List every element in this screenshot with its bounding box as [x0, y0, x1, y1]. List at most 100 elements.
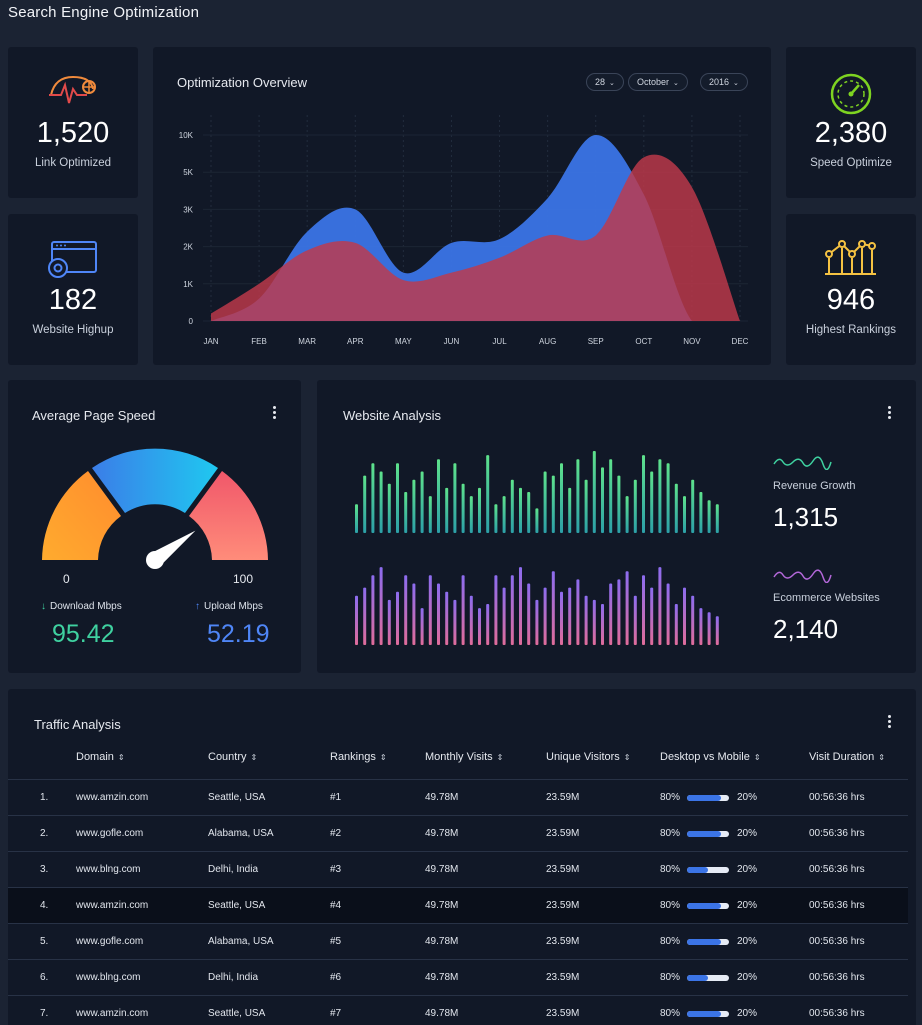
ecommerce-bar — [428, 575, 432, 645]
revenue-sparkline — [773, 456, 832, 470]
cell-rank: #6 — [330, 972, 342, 983]
ecommerce-label: Ecommerce Websites — [773, 592, 880, 604]
more-options-icon[interactable] — [269, 406, 279, 422]
stat-card-highest-rankings: 946 Highest Rankings — [786, 214, 916, 365]
cell-domain[interactable]: www.blng.com — [76, 864, 141, 875]
gauge-min-label: 0 — [63, 572, 70, 586]
cell-domain[interactable]: www.amzin.com — [76, 792, 149, 803]
cell-num: 1. — [40, 792, 49, 803]
column-header-domain[interactable]: Domain ⇕ — [76, 751, 125, 763]
desktop-mobile-bar — [687, 939, 729, 945]
column-header-monthly-visits[interactable]: Monthly Visits ⇕ — [425, 751, 503, 763]
overview-area-chart: 0 1K 2K 3K 5K 10K JAN FEB MAR APR MAY JUN JUL AUG SEP… — [179, 115, 749, 346]
revenue-bar — [560, 463, 563, 533]
cell-num: 5. — [40, 936, 49, 947]
cell-desktop: 80% — [660, 900, 681, 911]
more-options-icon[interactable] — [884, 406, 894, 422]
ecommerce-value: 2,140 — [773, 614, 839, 644]
table-row[interactable]: 1. www.amzin.com Seattle, USA #1 49.78M 23.59… — [8, 779, 908, 815]
cell-num: 3. — [40, 864, 49, 875]
ecommerce-bar — [576, 579, 580, 645]
cell-rank: #5 — [330, 936, 342, 947]
x-tick-label: DEC — [732, 337, 749, 346]
month-select[interactable]: October ⌄ — [628, 73, 688, 91]
day-select[interactable]: 28 ⌄ — [586, 73, 624, 91]
revenue-value: 1,315 — [773, 502, 839, 532]
y-tick-label: 1K — [183, 280, 193, 289]
browser-gear-icon — [46, 240, 100, 283]
revenue-bar — [461, 483, 465, 533]
stat-label: Highest Rankings — [805, 324, 897, 336]
column-header-visit-duration[interactable]: Visit Duration ⇕ — [809, 751, 885, 763]
ecommerce-bar — [592, 599, 596, 645]
table-row[interactable]: 4. www.amzin.com Seattle, USA #4 49.78M 23.59… — [8, 887, 908, 923]
ecommerce-bar — [469, 595, 473, 645]
column-header-country[interactable]: Country ⇕ — [208, 751, 257, 763]
stat-card-link-optimized: 1,520 Link Optimized — [8, 47, 138, 198]
ecommerce-bar — [445, 591, 449, 645]
sort-icon: ⇕ — [623, 753, 631, 762]
cell-domain[interactable]: www.gofle.com — [76, 936, 144, 947]
ecommerce-bar — [683, 587, 686, 645]
desktop-mobile-bar — [687, 1011, 729, 1017]
cell-unique: 23.59M — [546, 864, 580, 875]
cell-domain[interactable]: www.amzin.com — [76, 900, 149, 911]
cell-domain[interactable]: www.gofle.com — [76, 828, 144, 839]
table-row[interactable]: 6. www.blng.com Delhi, India #6 49.78M 23.59M… — [8, 959, 908, 995]
x-tick-label: OCT — [635, 337, 652, 346]
cell-desktop: 80% — [660, 828, 681, 839]
x-tick-label: JAN — [203, 337, 218, 346]
table-row[interactable]: 3. www.blng.com Delhi, India #3 49.78M 23.59M… — [8, 851, 908, 887]
cell-mobile: 20% — [737, 792, 758, 803]
revenue-label: Revenue Growth — [773, 480, 856, 492]
cell-country: Delhi, India — [208, 972, 259, 983]
y-tick-label: 3K — [183, 205, 193, 214]
revenue-bar — [355, 504, 358, 533]
stat-label: Link Optimized — [34, 157, 112, 169]
ecommerce-bar — [650, 587, 654, 645]
column-header-rankings[interactable]: Rankings ⇕ — [330, 751, 387, 763]
ecommerce-bar — [666, 583, 670, 645]
stat-card-speed-optimize: 2,380 Speed Optimize — [786, 47, 916, 198]
column-label: Country — [208, 751, 247, 763]
cell-domain[interactable]: www.amzin.com — [76, 1008, 149, 1019]
revenue-bar — [387, 483, 391, 533]
ecommerce-bar — [519, 567, 522, 645]
desktop-mobile-bar — [687, 903, 729, 909]
y-tick-label: 5K — [183, 168, 193, 177]
gauge-segment-low — [42, 471, 121, 560]
stat-value: 946 — [826, 284, 876, 316]
column-label: Desktop vs Mobile — [660, 751, 750, 763]
ecommerce-bar — [461, 575, 465, 645]
ecommerce-bar — [363, 587, 367, 645]
more-options-icon[interactable] — [884, 715, 894, 731]
revenue-bar — [617, 475, 621, 533]
column-header-desktop-vs-mobile[interactable]: Desktop vs Mobile ⇕ — [660, 751, 761, 763]
ecommerce-bar — [658, 567, 662, 645]
cell-num: 7. — [40, 1008, 49, 1019]
ecommerce-bar — [535, 599, 539, 645]
website-analysis-bars — [355, 451, 719, 645]
ecommerce-bar — [502, 587, 506, 645]
ecommerce-bar — [633, 595, 637, 645]
cell-mobile: 20% — [737, 972, 758, 983]
website-analysis-card: Website Analysis Revenue Growth 1,315 Ec… — [317, 380, 916, 673]
cell-domain[interactable]: www.blng.com — [76, 972, 141, 983]
cell-visits: 49.78M — [425, 900, 459, 911]
column-header-unique-visitors[interactable]: Unique Visitors ⇕ — [546, 751, 630, 763]
sort-icon: ⇕ — [753, 753, 761, 762]
year-value: 2016 — [709, 77, 730, 87]
table-row[interactable]: 5. www.gofle.com Alabama, USA #5 49.78M 23.59… — [8, 923, 908, 959]
traffic-table-body: 1. www.amzin.com Seattle, USA #1 49.78M 23.59… — [8, 779, 908, 1025]
ecommerce-bar — [527, 583, 531, 645]
cell-duration: 00:56:36 hrs — [809, 864, 865, 875]
cell-country: Seattle, USA — [208, 1008, 266, 1019]
table-row[interactable]: 7. www.amzin.com Seattle, USA #7 49.78M 23.59… — [8, 995, 908, 1025]
revenue-bar — [404, 492, 408, 533]
table-row[interactable]: 2. www.gofle.com Alabama, USA #2 49.78M 23.59… — [8, 815, 908, 851]
cell-rank: #7 — [330, 1008, 342, 1019]
revenue-bar — [642, 455, 645, 533]
revenue-bar — [371, 463, 375, 533]
year-select[interactable]: 2016 ⌄ — [700, 73, 748, 91]
revenue-bar — [453, 463, 457, 533]
